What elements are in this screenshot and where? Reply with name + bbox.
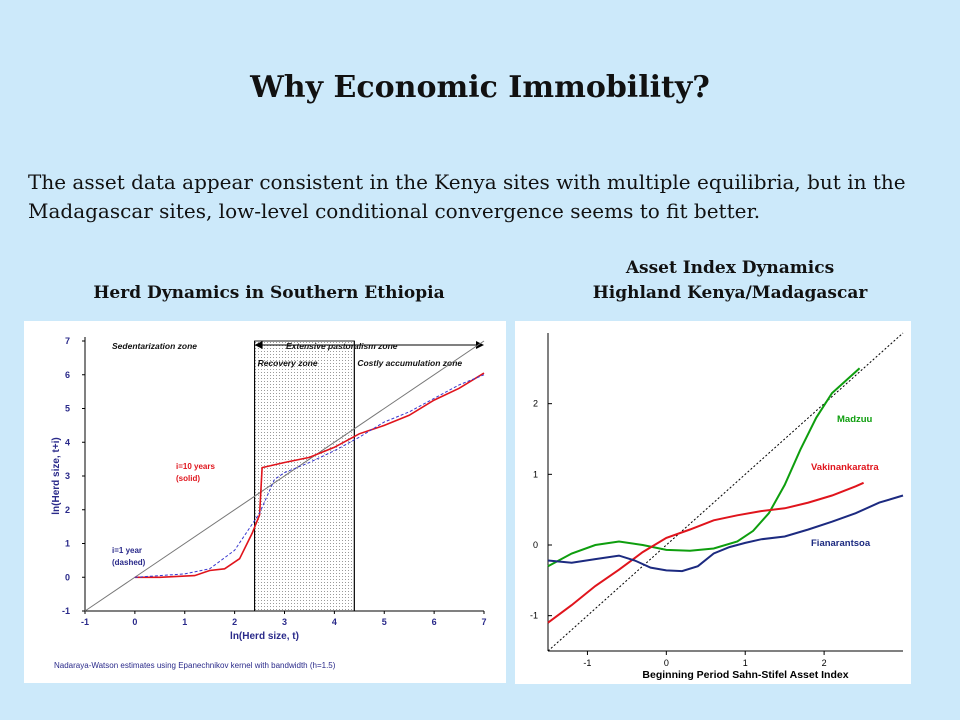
reference-45-line xyxy=(84,340,485,612)
x-tick-label: -1 xyxy=(81,617,89,627)
recovery-zone-region xyxy=(254,340,355,612)
fianarantsoa-series-line xyxy=(547,494,904,573)
solid-series-sublabel: (solid) xyxy=(176,474,200,483)
caption-right-line2: Highland Kenya/Madagascar xyxy=(592,283,868,303)
herd-dynamics-chart-panel: -1 0 1 2 3 4 5 6 7 -1 0 1 2 3 4 5 6 7 ln(Herd size, t) ln(H… xyxy=(24,321,506,683)
y-tick-label: 2 xyxy=(65,505,70,515)
body-text: The asset data appear consistent in the … xyxy=(28,170,906,223)
madzuu-label: Madzuu xyxy=(837,414,873,425)
recovery-zone-label: Recovery zone xyxy=(258,358,318,368)
y-tick-label: 1 xyxy=(533,469,538,479)
herd-dynamics-chart: -1 0 1 2 3 4 5 6 7 -1 0 1 2 3 4 5 6 7 ln(Herd size, t) ln(H… xyxy=(51,336,487,670)
x-tick-label: 1 xyxy=(182,617,187,627)
asset-index-chart-panel: -1 0 1 2 -1 0 1 2 Beginning Period Sahn-Stifel A… xyxy=(515,321,911,684)
x-tick-label: 7 xyxy=(481,617,486,627)
y-tick-label: 6 xyxy=(65,370,70,380)
x-tick-label: 6 xyxy=(432,617,437,627)
dashed-series-label: i=1 year xyxy=(112,546,142,555)
x-tick-label: 5 xyxy=(382,617,387,627)
dashed-series-line xyxy=(134,374,485,578)
x-tick-label: 0 xyxy=(132,617,137,627)
costly-zone-label: Costly accumulation zone xyxy=(357,358,462,368)
y-tick-label: -1 xyxy=(62,606,70,616)
y-tick-label: 4 xyxy=(65,437,70,447)
vakinankaratra-series-line xyxy=(547,481,865,624)
x-tick-label: 0 xyxy=(664,658,669,668)
arrowhead-right xyxy=(476,341,484,349)
x-tick-label: 4 xyxy=(332,617,337,627)
y-tick-label: 2 xyxy=(533,399,538,409)
caption-right-line1: Asset Index Dynamics xyxy=(625,258,835,278)
extensive-zone-label: Extensive pastoralism zone xyxy=(286,341,398,351)
arrowhead-left xyxy=(254,341,263,349)
y-tick-label: -1 xyxy=(530,611,538,621)
x-tick-label: 2 xyxy=(232,617,237,627)
y-tick-label: 5 xyxy=(65,404,70,414)
y-tick-label: 7 xyxy=(65,336,70,346)
solid-series-label: i=10 years xyxy=(176,462,215,471)
x-tick-label: 2 xyxy=(822,658,827,668)
x-axis-label: Beginning Period Sahn-Stifel Asset Index xyxy=(642,669,848,681)
y-tick-label: 3 xyxy=(65,471,70,481)
caption-left: Herd Dynamics in Southern Ethiopia xyxy=(93,283,445,303)
y-tick-label: 1 xyxy=(65,539,70,549)
madzuu-series-line xyxy=(547,367,861,568)
y-tick-label: 0 xyxy=(533,540,538,550)
y-tick-label: 0 xyxy=(65,572,70,582)
sedentarization-zone-label: Sedentarization zone xyxy=(112,341,197,351)
chart-note: Nadaraya-Watson estimates using Epanechn… xyxy=(54,661,336,670)
x-tick-label: 1 xyxy=(743,658,748,668)
x-tick-label: 3 xyxy=(282,617,287,627)
reference-45-line xyxy=(547,332,904,652)
y-axis-label: ln(Herd size, t+i) xyxy=(51,437,62,515)
fianarantsoa-label: Fianarantsoa xyxy=(811,538,871,549)
solid-series-line xyxy=(134,372,485,579)
caption-right: Asset Index Dynamics Highland Kenya/Mada… xyxy=(540,256,920,306)
x-tick-label: -1 xyxy=(583,658,591,668)
vakinankaratra-label: Vakinankaratra xyxy=(811,462,879,473)
dashed-series-sublabel: (dashed) xyxy=(112,558,146,567)
x-axis-label: ln(Herd size, t) xyxy=(230,631,299,642)
slide-title: Why Economic Immobility? xyxy=(250,70,710,105)
